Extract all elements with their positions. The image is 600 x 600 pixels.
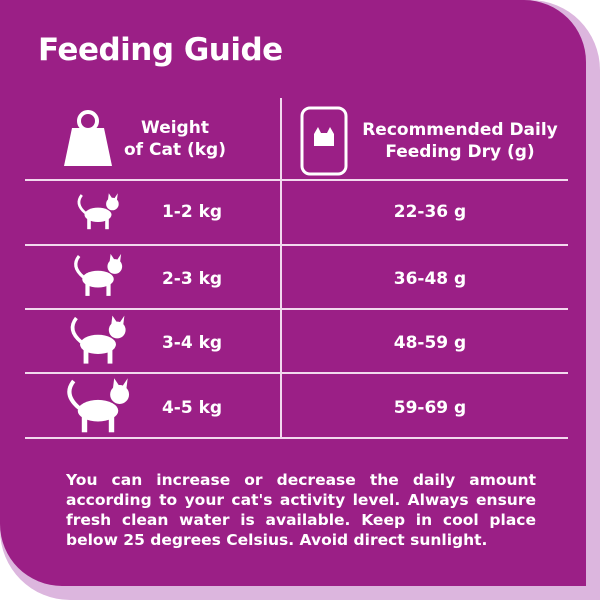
feeding-amount: 48-59 g	[393, 333, 467, 353]
cat-icon	[67, 378, 130, 433]
cat-weight: 3-4 kg	[161, 333, 223, 353]
header-line: Recommended Daily	[362, 120, 558, 140]
header-line: Weight	[141, 118, 209, 138]
header-line: of Cat (kg)	[124, 140, 226, 160]
panel: Feeding Guide Weight of Cat (kg) Recommend…	[0, 0, 586, 586]
cat-icon	[74, 253, 123, 296]
column-header: Weight of Cat (kg)	[110, 117, 240, 161]
column-header: Recommended Daily Feeding Dry (g)	[345, 119, 575, 163]
cat-weight: 2-3 kg	[161, 269, 223, 289]
cat-icon	[77, 193, 119, 230]
weight-icon	[64, 110, 112, 166]
table-lines	[25, 98, 568, 439]
cat-icon	[70, 315, 126, 364]
feeding-amount: 59-69 g	[393, 398, 467, 418]
feeding-amount: 22-36 g	[393, 202, 467, 222]
bag-icon	[300, 106, 348, 176]
note: You can increase or decrease the daily a…	[66, 471, 536, 549]
cat-weight: 1-2 kg	[161, 202, 223, 222]
feeding-amount: 36-48 g	[393, 269, 467, 289]
cat-weight: 4-5 kg	[161, 398, 223, 418]
title: Feeding Guide	[38, 32, 283, 68]
cat-icons	[67, 193, 130, 433]
header-line: Feeding Dry (g)	[385, 142, 535, 162]
